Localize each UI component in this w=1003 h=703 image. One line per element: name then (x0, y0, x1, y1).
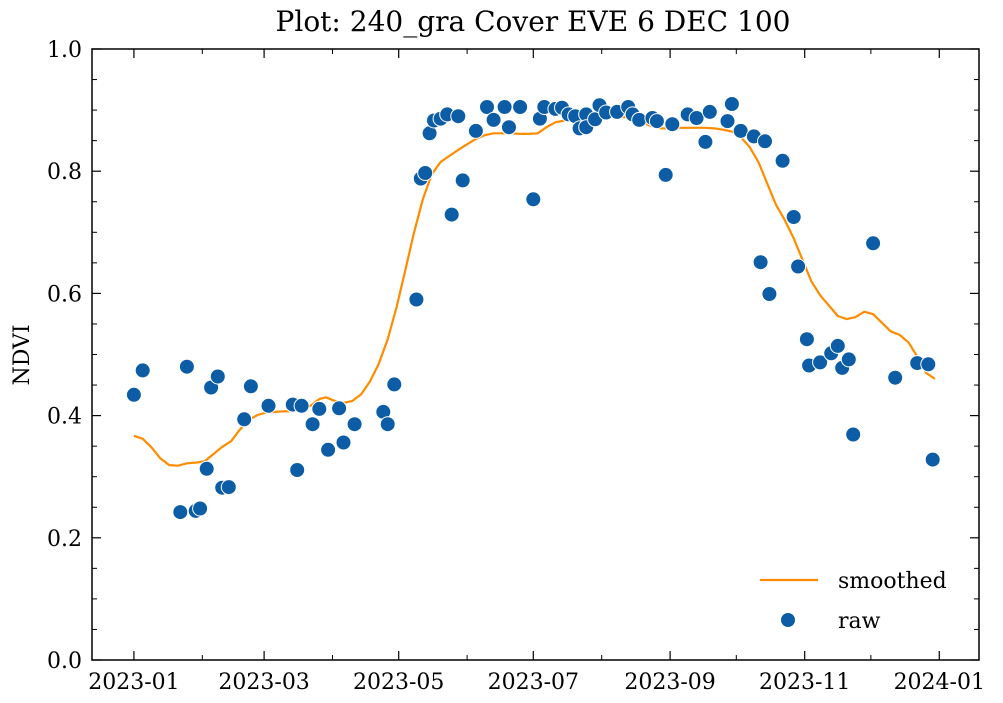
raw-point (752, 254, 769, 271)
smoothed-line (133, 115, 936, 467)
raw-point (845, 426, 862, 443)
raw-point (631, 111, 648, 128)
x-tick-label: 2023-11 (759, 670, 850, 695)
x-tick-label: 2023-09 (624, 670, 715, 695)
raw-point (467, 122, 484, 139)
raw-point (125, 386, 142, 403)
chart-title: Plot: 240_gra Cover EVE 6 DEC 100 (276, 5, 791, 38)
raw-point (379, 416, 396, 433)
raw-point (501, 119, 517, 136)
raw-point (331, 400, 348, 417)
x-tick-label: 2023-07 (488, 670, 579, 695)
raw-point (172, 504, 189, 521)
legend-raw-label: raw (838, 609, 881, 634)
raw-point (220, 479, 237, 496)
x-tick-label: 2023-05 (353, 670, 444, 695)
raw-point (485, 111, 502, 128)
raw-point (790, 258, 807, 275)
raw-point (757, 133, 773, 150)
raw-point (242, 378, 259, 395)
y-axis-label: NDVI (10, 324, 35, 385)
legend: smoothed raw (760, 569, 947, 634)
raw-point (178, 358, 195, 375)
raw-point (198, 460, 215, 477)
raw-point (450, 108, 467, 125)
raw-point (236, 411, 253, 428)
raw-point (924, 451, 941, 468)
raw-point (496, 99, 513, 115)
raw-point (134, 362, 151, 379)
raw-point (798, 331, 815, 348)
raw-point (761, 286, 778, 302)
x-tick-label: 2023-03 (218, 670, 309, 695)
raw-point (192, 500, 209, 517)
raw-point (785, 209, 802, 225)
raw-point (697, 133, 714, 150)
y-tick-label: 0.4 (47, 405, 82, 430)
raw-point (417, 165, 434, 181)
x-tick-label: 2024-01 (894, 670, 985, 695)
raw-point (525, 191, 542, 208)
raw-point (335, 434, 352, 451)
raw-point (346, 416, 363, 433)
raw-point (260, 397, 277, 414)
x-tick-label: 2023-01 (88, 670, 179, 695)
raw-point (920, 356, 937, 373)
raw-point (774, 152, 791, 169)
raw-point (719, 113, 736, 130)
raw-point (454, 172, 471, 189)
raw-point (311, 400, 328, 417)
raw-point (648, 113, 665, 130)
raw-point (812, 354, 829, 371)
raw-point (304, 416, 321, 433)
y-tick-label: 0.6 (47, 282, 82, 307)
raw-point (512, 99, 529, 115)
legend-raw-swatch (780, 612, 796, 628)
raw-point (664, 116, 681, 133)
plot-frame (91, 48, 980, 661)
raw-point (701, 103, 718, 120)
raw-point (829, 337, 846, 354)
raw-point (443, 206, 460, 223)
y-tick-label: 0.8 (47, 160, 82, 185)
raw-point (688, 110, 705, 126)
raw-point (887, 369, 904, 386)
raw-point (320, 441, 337, 458)
y-tick-label: 0.2 (47, 527, 82, 552)
series-layer (125, 96, 941, 521)
raw-point (209, 368, 226, 385)
raw-point (657, 166, 674, 183)
raw-point (723, 96, 740, 112)
raw-point (386, 376, 403, 393)
y-tick-label: 0.0 (47, 649, 82, 674)
y-tick-label: 1.0 (47, 38, 82, 63)
raw-point (289, 462, 306, 478)
legend-smoothed-label: smoothed (838, 569, 947, 594)
raw-point (408, 291, 425, 308)
raw-point (865, 235, 882, 252)
raw-point (840, 351, 857, 368)
raw-point (293, 397, 310, 414)
raw-point (479, 99, 495, 115)
ticks-layer: 0.0 0.2 0.4 0.6 0.8 1.0 2023-01 2023-03 2023-05 2… (47, 38, 985, 695)
